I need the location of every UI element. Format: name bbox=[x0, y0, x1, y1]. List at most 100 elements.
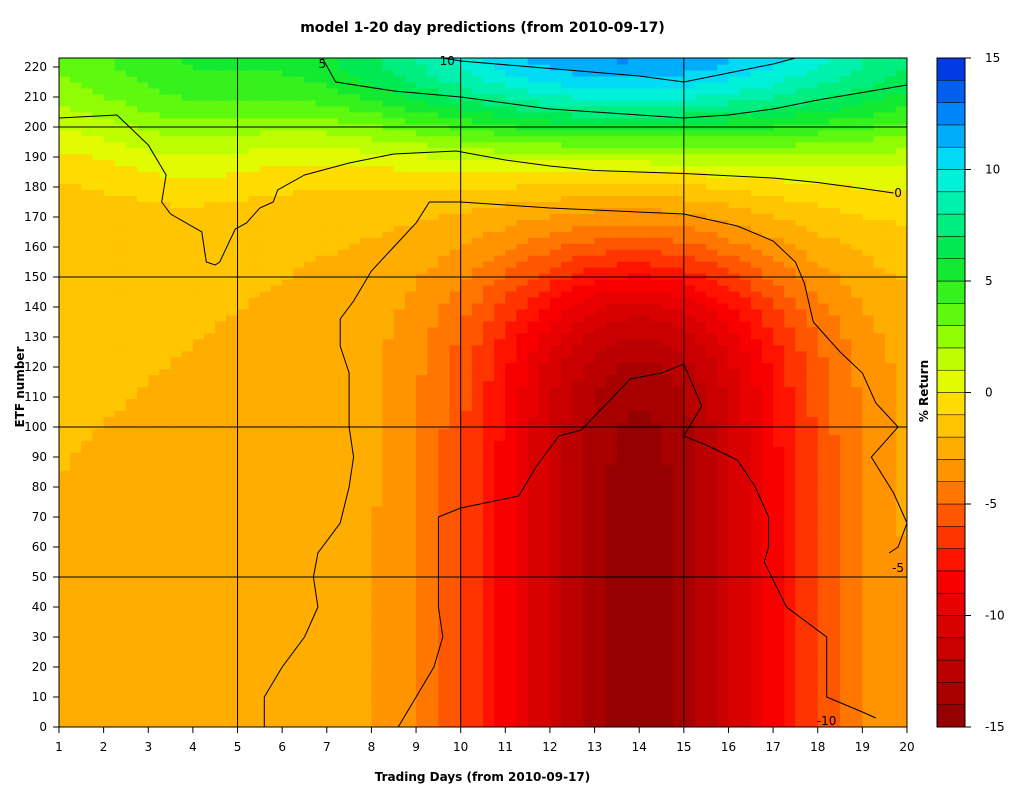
heat-cell bbox=[404, 177, 417, 185]
heat-cell bbox=[59, 625, 71, 633]
heat-cell bbox=[315, 476, 328, 483]
heat-cell bbox=[248, 619, 261, 627]
heat-cell bbox=[59, 661, 71, 668]
heat-cell bbox=[382, 392, 395, 400]
heat-cell bbox=[282, 279, 294, 286]
heat-cell bbox=[271, 93, 283, 101]
heat-cell bbox=[360, 517, 373, 525]
heat-cell bbox=[438, 368, 451, 376]
heat-cell bbox=[59, 93, 71, 101]
heat-cell bbox=[237, 320, 250, 328]
heat-cell bbox=[460, 529, 473, 537]
heat-cell bbox=[516, 249, 529, 256]
heat-cell bbox=[271, 500, 283, 507]
heat-cell bbox=[114, 649, 127, 656]
heat-cell bbox=[483, 655, 495, 662]
heat-cell bbox=[248, 422, 261, 429]
heat-cell bbox=[70, 338, 82, 346]
heat-cell bbox=[293, 649, 306, 656]
heat-cell bbox=[282, 87, 294, 95]
heat-cell bbox=[315, 458, 328, 465]
heat-cell bbox=[181, 631, 194, 638]
heat-cell bbox=[449, 153, 462, 161]
heat-cell bbox=[404, 153, 417, 161]
heat-cell bbox=[204, 87, 216, 95]
heat-cell bbox=[181, 99, 194, 107]
heat-cell bbox=[460, 99, 473, 107]
heat-cell bbox=[170, 195, 183, 202]
heat-cell bbox=[148, 661, 161, 668]
heat-cell bbox=[103, 290, 116, 298]
heat-cell bbox=[192, 93, 205, 101]
heat-cell bbox=[360, 500, 373, 507]
heat-cell bbox=[59, 673, 71, 680]
heat-cell bbox=[181, 69, 194, 77]
heat-cell bbox=[170, 249, 183, 256]
heat-cell bbox=[449, 619, 462, 627]
heat-cell bbox=[349, 416, 361, 423]
heat-cell bbox=[192, 195, 205, 202]
heat-cell bbox=[81, 380, 94, 388]
heat-cell bbox=[427, 482, 439, 489]
heat-cell bbox=[237, 75, 250, 83]
heat-cell bbox=[471, 141, 484, 149]
heat-cell bbox=[125, 362, 138, 370]
heat-cell bbox=[505, 273, 518, 280]
heat-cell bbox=[360, 332, 373, 340]
heat-cell bbox=[148, 326, 161, 334]
heat-cell bbox=[337, 207, 350, 214]
heat-cell bbox=[59, 279, 71, 286]
heat-cell bbox=[516, 225, 529, 232]
heat-cell bbox=[494, 129, 506, 137]
heat-cell bbox=[70, 302, 82, 310]
heat-cell bbox=[293, 135, 306, 143]
heat-cell bbox=[114, 380, 127, 388]
heat-cell bbox=[159, 428, 172, 435]
heat-cell bbox=[282, 380, 294, 388]
heat-cell bbox=[293, 476, 306, 483]
heat-cell bbox=[148, 505, 161, 513]
heat-cell bbox=[438, 500, 451, 507]
heat-cell bbox=[315, 159, 328, 167]
heat-cell bbox=[304, 273, 317, 280]
heat-cell bbox=[404, 189, 417, 196]
heat-cell bbox=[215, 207, 227, 214]
heat-cell bbox=[505, 111, 518, 119]
heat-cell bbox=[170, 691, 183, 698]
heat-cell bbox=[304, 476, 317, 483]
heat-cell bbox=[137, 63, 149, 71]
heat-cell bbox=[70, 69, 82, 77]
heat-cell bbox=[59, 326, 71, 334]
heat-cell bbox=[349, 93, 361, 101]
heat-cell bbox=[326, 458, 339, 465]
heat-cell bbox=[170, 434, 183, 441]
heat-cell bbox=[494, 422, 506, 429]
heat-cell bbox=[483, 464, 495, 471]
heat-cell bbox=[516, 523, 529, 531]
heat-cell bbox=[59, 207, 71, 214]
heat-cell bbox=[293, 308, 306, 316]
heat-cell bbox=[449, 422, 462, 429]
heat-cell bbox=[416, 434, 428, 441]
heat-cell bbox=[371, 464, 384, 471]
heat-cell bbox=[103, 153, 116, 161]
heat-cell bbox=[114, 344, 127, 352]
heat-cell bbox=[81, 189, 94, 196]
heat-cell bbox=[181, 494, 194, 501]
heat-cell bbox=[215, 410, 227, 417]
heat-cell bbox=[159, 308, 172, 316]
heat-cell bbox=[505, 631, 518, 638]
heat-cell bbox=[70, 129, 82, 137]
heat-cell bbox=[137, 201, 149, 208]
heat-cell bbox=[181, 685, 194, 692]
heat-cell bbox=[382, 165, 395, 173]
heat-cell bbox=[148, 422, 161, 429]
heat-cell bbox=[304, 523, 317, 531]
heat-cell bbox=[494, 320, 506, 328]
heat-cell bbox=[114, 410, 127, 417]
heat-cell bbox=[103, 314, 116, 322]
heat-cell bbox=[226, 195, 239, 202]
heat-cell bbox=[382, 523, 395, 531]
heat-cell bbox=[393, 416, 406, 423]
heat-cell bbox=[215, 105, 227, 113]
